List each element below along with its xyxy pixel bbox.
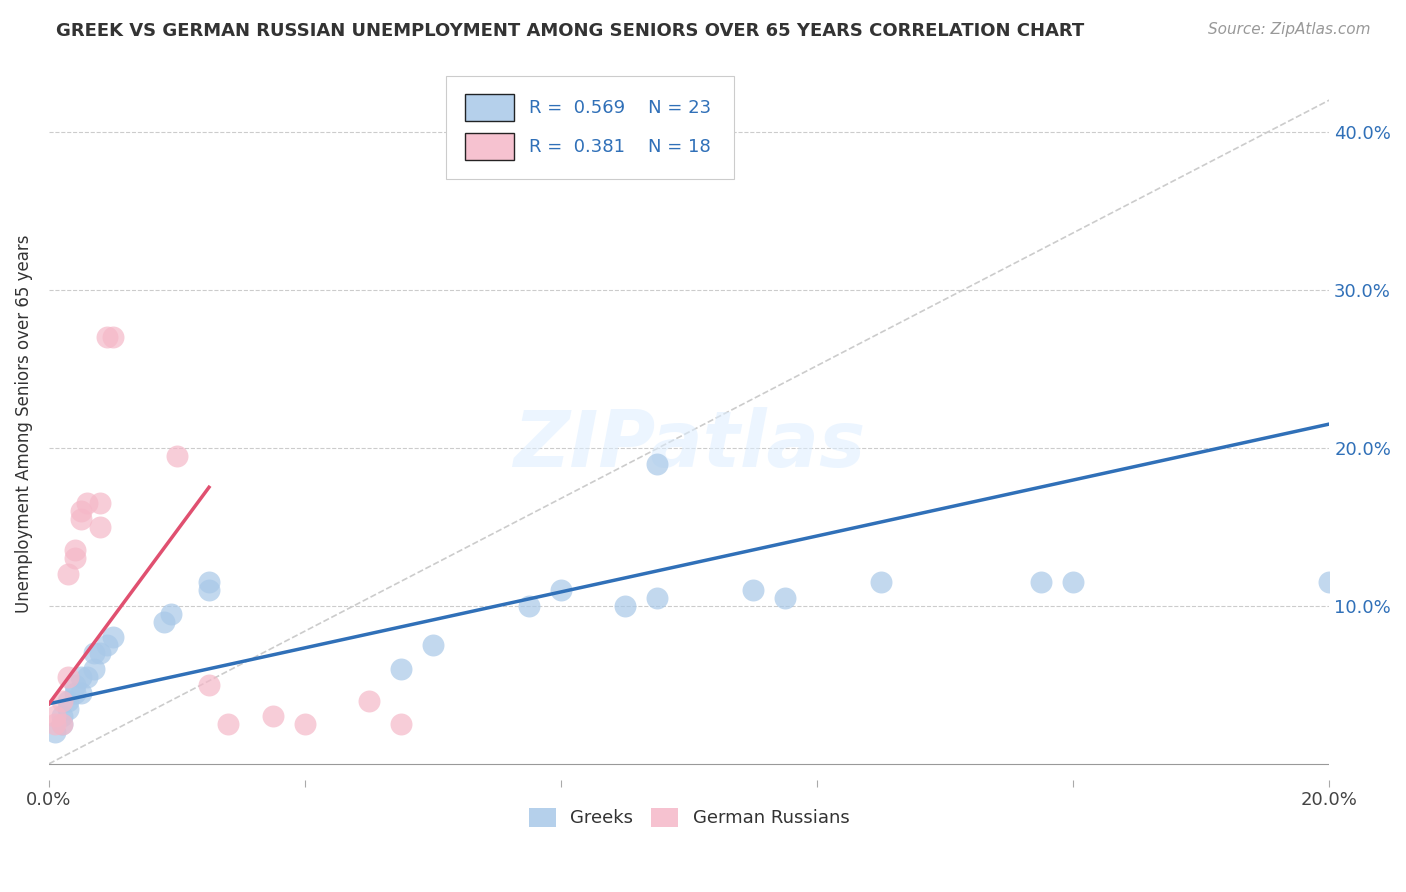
Point: [70, 504, 93, 518]
Point: [166, 449, 188, 463]
FancyBboxPatch shape: [465, 95, 513, 121]
Point: [101, 330, 124, 344]
Point: [51, 693, 73, 707]
Point: [70, 512, 93, 526]
Point: [56, 693, 79, 707]
Point: [63, 686, 86, 700]
Point: [89, 520, 111, 534]
Point: [153, 615, 176, 629]
Point: [517, 599, 540, 613]
Point: [76, 670, 98, 684]
Point: [63, 551, 86, 566]
Point: [44, 725, 66, 739]
Point: [96, 638, 118, 652]
Point: [389, 662, 412, 676]
Point: [422, 638, 444, 652]
Point: [56, 701, 79, 715]
Point: [51, 717, 73, 731]
Point: [44, 717, 66, 731]
Point: [70, 670, 93, 684]
Point: [51, 709, 73, 723]
Point: [63, 678, 86, 692]
Point: [1031, 575, 1053, 590]
Text: R =  0.569    N = 23: R = 0.569 N = 23: [529, 99, 711, 117]
Point: [1062, 575, 1084, 590]
Point: [773, 591, 796, 605]
Text: R =  0.381    N = 18: R = 0.381 N = 18: [529, 137, 711, 156]
Point: [198, 575, 221, 590]
Point: [389, 717, 412, 731]
Point: [614, 599, 637, 613]
Point: [645, 457, 668, 471]
Text: GREEK VS GERMAN RUSSIAN UNEMPLOYMENT AMONG SENIORS OVER 65 YEARS CORRELATION CHA: GREEK VS GERMAN RUSSIAN UNEMPLOYMENT AMO…: [56, 22, 1084, 40]
Point: [870, 575, 893, 590]
Point: [742, 582, 765, 597]
FancyBboxPatch shape: [465, 133, 513, 161]
Point: [56, 670, 79, 684]
Point: [217, 717, 239, 731]
Point: [89, 646, 111, 660]
Point: [198, 678, 221, 692]
Point: [96, 330, 118, 344]
Point: [262, 709, 284, 723]
Point: [159, 607, 181, 621]
Point: [357, 693, 380, 707]
Point: [1317, 575, 1340, 590]
Point: [76, 496, 98, 510]
Point: [550, 582, 572, 597]
Point: [63, 543, 86, 558]
Point: [70, 686, 93, 700]
Point: [44, 709, 66, 723]
FancyBboxPatch shape: [446, 76, 734, 178]
Legend: Greeks, German Russians: Greeks, German Russians: [522, 801, 856, 835]
Point: [51, 717, 73, 731]
Point: [83, 646, 105, 660]
Point: [294, 717, 316, 731]
Point: [83, 662, 105, 676]
Point: [645, 591, 668, 605]
Point: [89, 496, 111, 510]
Point: [198, 582, 221, 597]
Text: Source: ZipAtlas.com: Source: ZipAtlas.com: [1208, 22, 1371, 37]
Text: ZIPatlas: ZIPatlas: [513, 408, 865, 483]
Point: [101, 631, 124, 645]
Y-axis label: Unemployment Among Seniors over 65 years: Unemployment Among Seniors over 65 years: [15, 235, 32, 614]
Point: [56, 567, 79, 582]
